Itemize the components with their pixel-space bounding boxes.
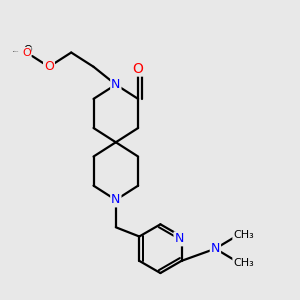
Text: methoxy: methoxy bbox=[21, 47, 27, 49]
Text: N: N bbox=[111, 194, 121, 206]
Text: methoxy: methoxy bbox=[13, 50, 20, 52]
Text: N: N bbox=[111, 78, 121, 91]
Text: O: O bbox=[26, 52, 27, 53]
Text: N: N bbox=[211, 242, 220, 255]
Text: N: N bbox=[174, 232, 184, 245]
Text: O: O bbox=[44, 60, 54, 73]
Text: CH₃: CH₃ bbox=[233, 230, 254, 240]
Text: O: O bbox=[133, 61, 143, 76]
Text: O: O bbox=[44, 60, 54, 73]
Text: CH₃: CH₃ bbox=[233, 258, 254, 268]
Text: O: O bbox=[24, 44, 32, 55]
Text: O: O bbox=[22, 47, 31, 58]
